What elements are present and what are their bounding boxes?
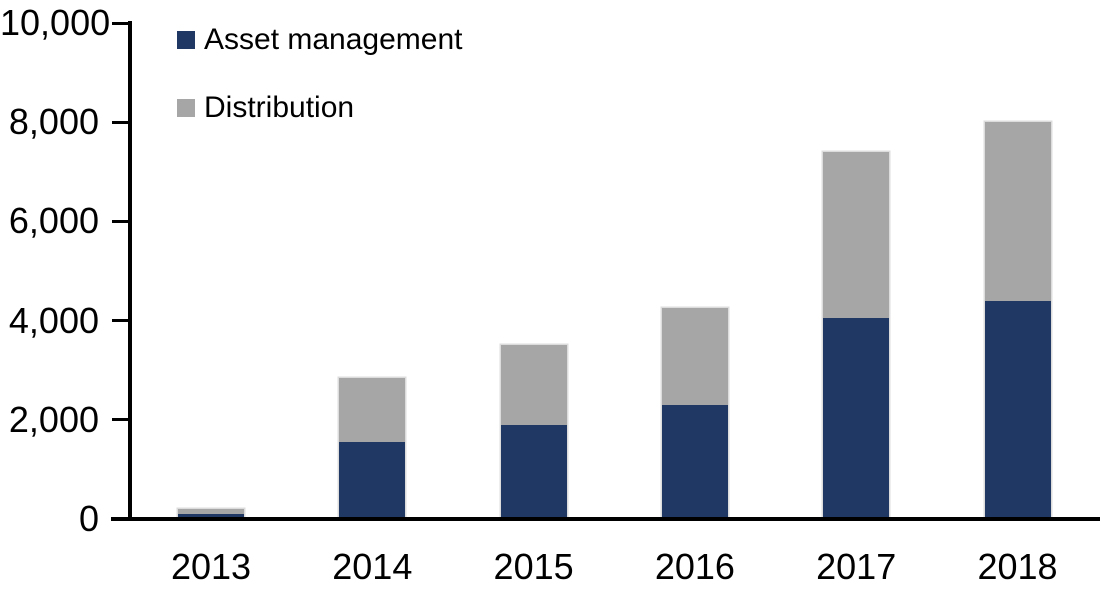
x-axis-tick-label: 2015	[493, 546, 574, 587]
legend-label-asset-management: Asset management	[204, 23, 463, 56]
x-axis-tick-label: 2014	[332, 546, 413, 587]
y-axis-tick-label: 0	[78, 498, 99, 539]
bar-2016-asset-management	[661, 404, 728, 519]
bar-2014	[339, 377, 406, 519]
y-axis-line	[128, 21, 132, 521]
y-tick-mark	[112, 319, 130, 323]
x-axis-tick-label: 2016	[654, 546, 735, 587]
bar-2017	[823, 152, 890, 519]
bar-2013-distribution	[178, 509, 244, 515]
bar-2016-distribution	[661, 308, 728, 405]
legend-item-asset-management: Asset management	[177, 21, 462, 59]
x-axis-line	[111, 517, 1100, 521]
y-tick-mark	[112, 418, 130, 422]
legend-label-distribution: Distribution	[204, 91, 355, 124]
bar-2013-asset-management	[178, 514, 244, 519]
bar-2014-distribution	[339, 377, 406, 443]
legend: Asset management Distribution	[177, 21, 462, 127]
legend-item-distribution: Distribution	[177, 89, 462, 127]
bar-2017-asset-management	[823, 318, 890, 519]
bar-2018-distribution	[984, 122, 1051, 301]
bar-2018-asset-management	[984, 300, 1051, 519]
y-tick-mark	[112, 120, 130, 124]
y-axis-tick-label: 6,000	[8, 200, 99, 242]
x-axis-tick-label: 2013	[170, 546, 252, 587]
bar-2015-distribution	[500, 345, 567, 425]
x-axis-tick-label: 2018	[977, 546, 1058, 587]
y-axis-tick-label: 4,000	[8, 299, 99, 341]
bar-2014-asset-management	[339, 442, 406, 519]
bar-2013	[178, 509, 244, 519]
asset-management-swatch-icon	[177, 31, 195, 49]
y-axis-tick-label: 8,000	[8, 101, 99, 143]
bar-2018	[984, 122, 1051, 519]
bar-2017-distribution	[823, 152, 890, 319]
bar-2015-asset-management	[500, 424, 567, 519]
y-tick-mark	[112, 219, 130, 223]
x-axis-tick-label: 2017	[816, 546, 897, 587]
y-axis-tick-label: 2,000	[8, 398, 99, 440]
distribution-swatch-icon	[177, 99, 195, 117]
bar-2015	[500, 345, 567, 519]
y-tick-mark	[112, 21, 130, 25]
bar-2016	[661, 308, 728, 519]
y-axis-tick-label: 10,000	[0, 2, 111, 43]
